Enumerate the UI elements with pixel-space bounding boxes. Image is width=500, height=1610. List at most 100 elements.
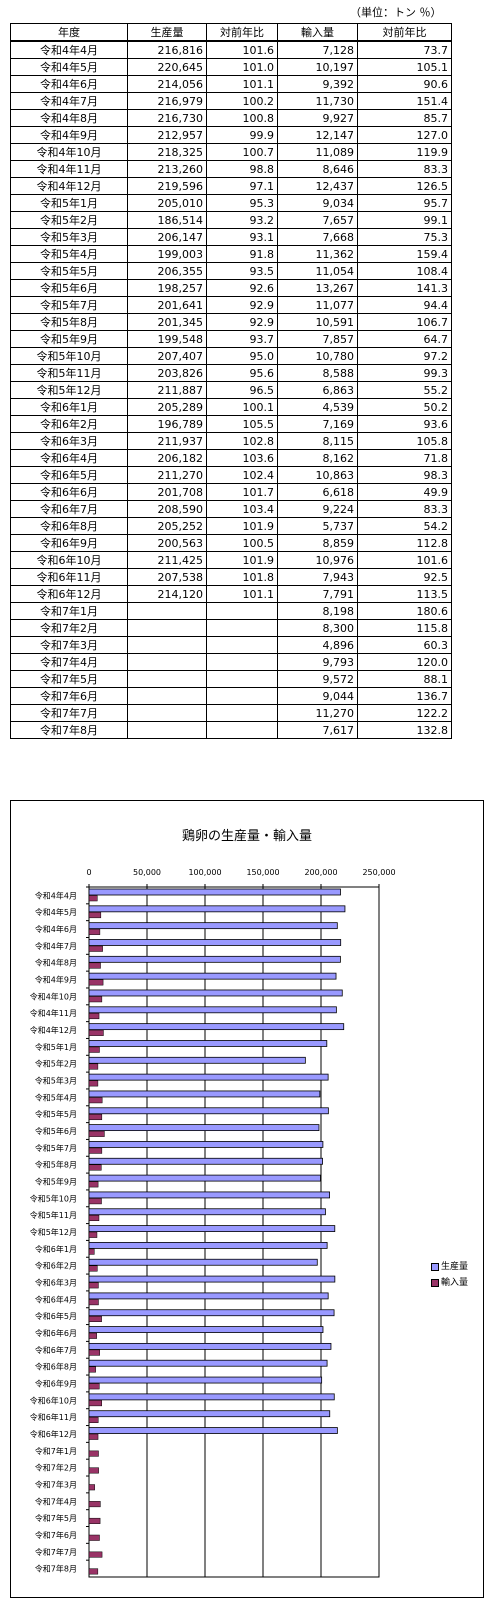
cell-period: 令和7年1月 xyxy=(10,602,128,620)
cell-imports-yoy: 113.5 xyxy=(357,585,452,603)
cell-imports-yoy: 90.6 xyxy=(357,75,452,93)
cell-production xyxy=(127,721,207,739)
bar-imports xyxy=(88,1484,95,1491)
cell-imports: 11,054 xyxy=(277,262,358,280)
cell-imports: 7,128 xyxy=(277,40,358,59)
cell-production: 203,826 xyxy=(127,364,207,382)
legend-label-imports: 輸入量 xyxy=(441,1278,469,1288)
cell-imports: 7,668 xyxy=(277,228,358,246)
cell-production: 186,514 xyxy=(127,211,207,229)
cell-imports: 9,392 xyxy=(277,75,358,93)
cell-imports-yoy: 88.1 xyxy=(357,670,452,688)
category-label: 令和6年9月 xyxy=(35,1378,77,1388)
bar-imports xyxy=(88,1366,96,1373)
cell-imports: 7,169 xyxy=(277,415,358,433)
cell-period: 令和6年3月 xyxy=(10,432,128,450)
cell-production: 199,548 xyxy=(127,330,207,348)
category-label: 令和5年6月 xyxy=(35,1126,77,1136)
cell-production: 211,937 xyxy=(127,432,207,450)
table-row: 令和5年3月 206,147 93.1 7,668 75.3 xyxy=(10,228,452,246)
cell-imports-yoy: 97.2 xyxy=(357,347,452,365)
cell-imports: 8,198 xyxy=(277,602,358,620)
cell-production xyxy=(127,670,207,688)
category-label: 令和7年6月 xyxy=(35,1530,77,1540)
bar-production xyxy=(88,1056,306,1064)
bar-production xyxy=(88,1006,337,1014)
cell-production-yoy: 101.9 xyxy=(206,517,278,535)
cell-production-yoy: 101.0 xyxy=(206,58,278,76)
category-label: 令和5年4月 xyxy=(35,1092,77,1102)
bar-production xyxy=(88,1275,336,1283)
cell-production-yoy: 93.1 xyxy=(206,228,278,246)
cell-period: 令和5年11月 xyxy=(10,364,128,382)
bar-imports xyxy=(88,1467,99,1474)
cell-imports: 8,300 xyxy=(277,619,358,637)
table-row: 令和6年10月 211,425 101.9 10,976 101.6 xyxy=(10,551,452,569)
cell-period: 令和6年2月 xyxy=(10,415,128,433)
table-row: 令和4年12月 219,596 97.1 12,437 126.5 xyxy=(10,177,452,195)
bar-imports xyxy=(88,1282,99,1289)
table-row: 令和5年12月 211,887 96.5 6,863 55.2 xyxy=(10,381,452,399)
bar-production xyxy=(88,1309,335,1317)
category-label: 令和6年8月 xyxy=(35,1362,77,1372)
bar-production xyxy=(88,1157,323,1165)
bar-production xyxy=(88,1393,335,1401)
category-label: 令和7年2月 xyxy=(35,1463,77,1473)
cell-imports: 7,617 xyxy=(277,721,358,739)
table-row: 令和5年5月 206,355 93.5 11,054 108.4 xyxy=(10,262,452,280)
category-label: 令和7年1月 xyxy=(35,1446,77,1456)
table-row: 令和7年7月 11,270 122.2 xyxy=(10,704,452,722)
legend-item-imports: 輸入量 xyxy=(431,1275,468,1291)
cell-period: 令和5年10月 xyxy=(10,347,128,365)
bar-production xyxy=(88,1023,345,1031)
bar-production xyxy=(88,1326,324,1333)
category-label: 令和4年12月 xyxy=(30,1025,77,1035)
cell-imports: 10,591 xyxy=(277,313,358,331)
cell-imports: 10,197 xyxy=(277,58,358,76)
table-row: 令和5年4月 199,003 91.8 11,362 159.4 xyxy=(10,245,452,263)
cell-imports: 12,437 xyxy=(277,177,358,195)
cell-production: 218,325 xyxy=(127,143,207,161)
cell-period: 令和5年7月 xyxy=(10,296,128,314)
category-label: 令和5年1月 xyxy=(35,1042,77,1052)
category-label: 令和7年3月 xyxy=(35,1479,77,1489)
cell-imports: 4,896 xyxy=(277,636,358,654)
cell-period: 令和7年2月 xyxy=(10,619,128,637)
table-row: 令和7年3月 4,896 60.3 xyxy=(10,636,452,654)
cell-production: 196,789 xyxy=(127,415,207,433)
x-tick-label: 250,000 xyxy=(362,868,395,877)
cell-imports-yoy: 101.6 xyxy=(357,551,452,569)
cell-production-yoy: 98.8 xyxy=(206,160,278,178)
bar-production xyxy=(88,1040,328,1047)
data-table: 年度 生産量 対前年比 輸入量 対前年比 令和4年4月 216,816 101.6 7… xyxy=(10,23,452,739)
cell-imports: 13,267 xyxy=(277,279,358,297)
cell-production-yoy: 97.1 xyxy=(206,177,278,195)
bar-chart: 0 50,000 100,000 150,000 200,000 250,000 令和4年4… xyxy=(30,868,396,1578)
cell-production-yoy: 92.9 xyxy=(206,313,278,331)
cell-period: 令和7年5月 xyxy=(10,670,128,688)
category-label: 令和6年6月 xyxy=(35,1328,77,1338)
cell-production: 207,407 xyxy=(127,347,207,365)
cell-production: 201,345 xyxy=(127,313,207,331)
cell-imports: 9,793 xyxy=(277,653,358,671)
table-row: 令和5年6月 198,257 92.6 13,267 141.3 xyxy=(10,279,452,297)
cell-production xyxy=(127,704,207,722)
bar-production xyxy=(88,1191,330,1199)
cell-production: 211,887 xyxy=(127,381,207,399)
cell-period: 令和5年2月 xyxy=(10,211,128,229)
cell-production: 216,816 xyxy=(127,40,207,59)
cell-period: 令和4年10月 xyxy=(10,143,128,161)
cell-production-yoy: 91.8 xyxy=(206,245,278,263)
header-production: 生産量 xyxy=(127,23,207,42)
cell-production-yoy: 101.6 xyxy=(206,40,278,59)
cell-production: 207,538 xyxy=(127,568,207,586)
cell-period: 令和4年11月 xyxy=(10,160,128,178)
table-row: 令和6年3月 211,937 102.8 8,115 105.8 xyxy=(10,432,452,450)
table-row: 令和6年1月 205,289 100.1 4,539 50.2 xyxy=(10,398,452,416)
cell-imports-yoy: 180.6 xyxy=(357,602,452,620)
bar-production xyxy=(88,955,341,963)
bar-imports xyxy=(88,1568,99,1575)
table-row: 令和6年11月 207,538 101.8 7,943 92.5 xyxy=(10,568,452,586)
cell-production-yoy xyxy=(206,721,278,739)
cell-imports: 5,737 xyxy=(277,517,358,535)
